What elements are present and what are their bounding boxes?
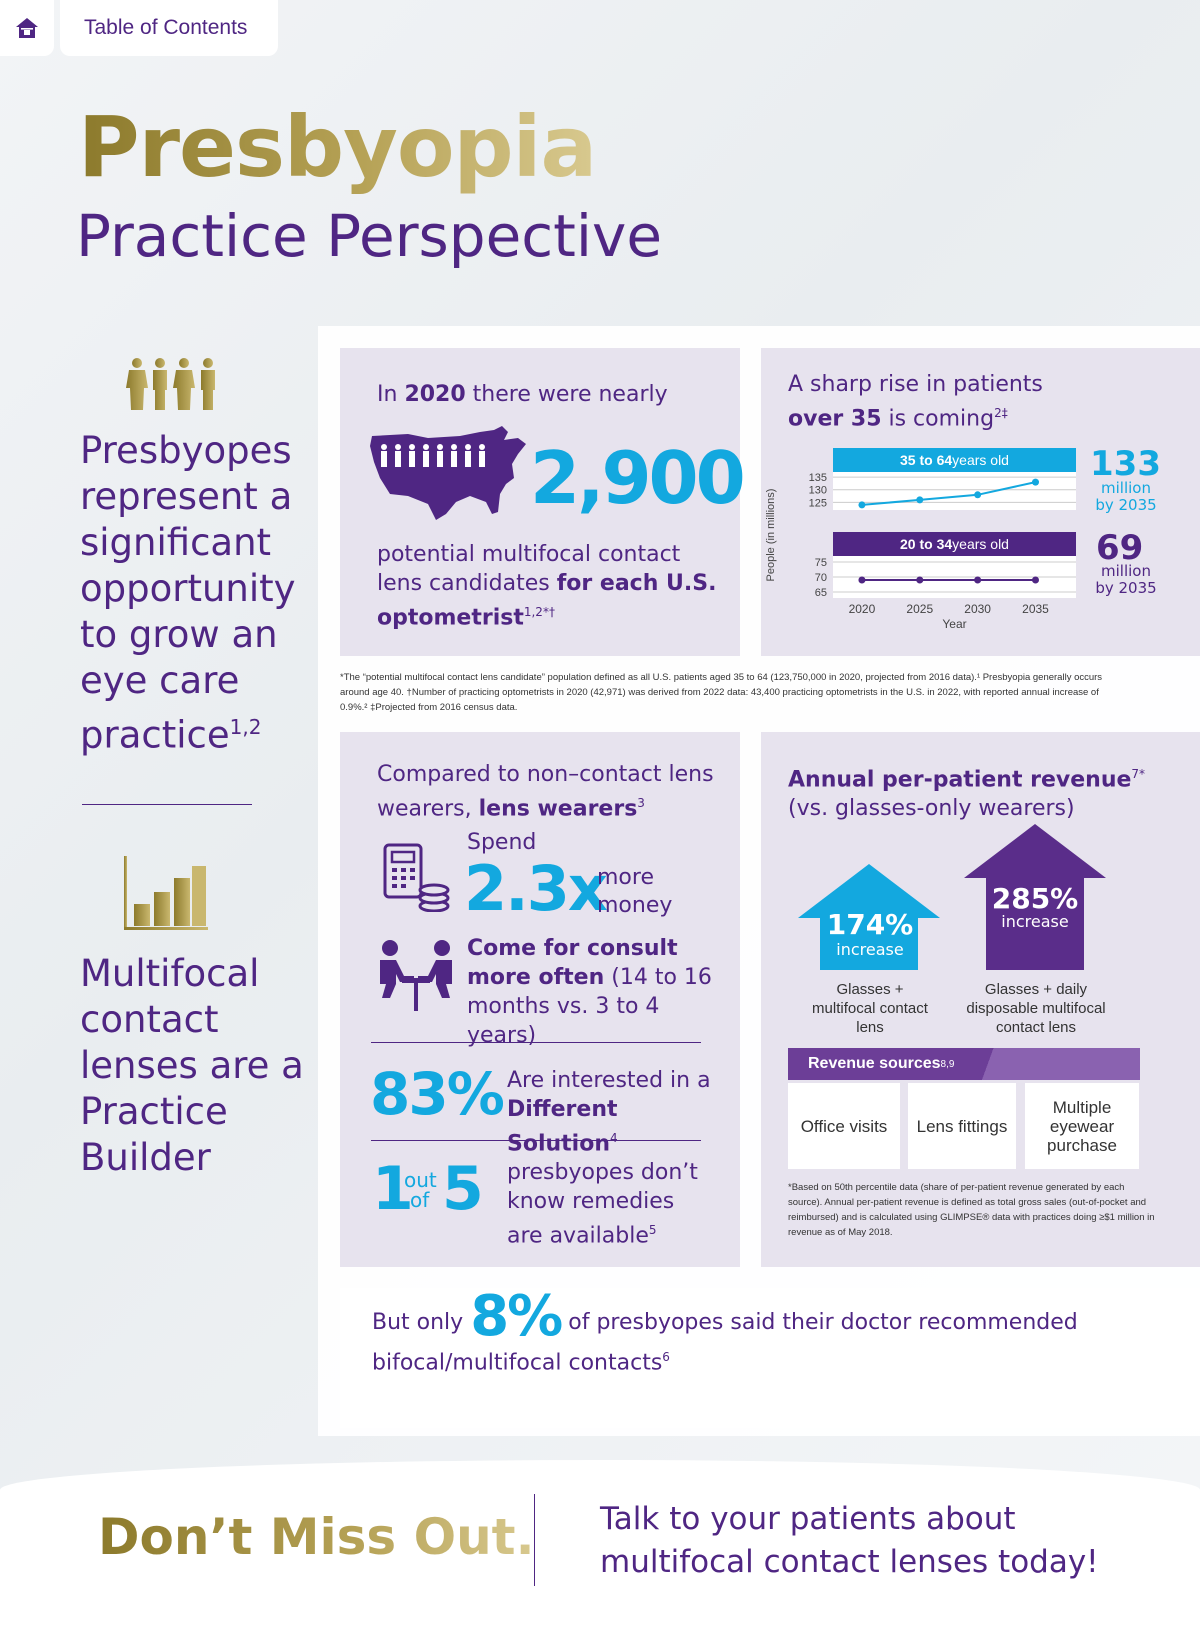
house1-label: Glasses + multifocal contact lens bbox=[812, 981, 928, 1036]
candidates-number: 2,900 bbox=[530, 436, 746, 520]
ratio-out-of: out of bbox=[404, 1168, 437, 1212]
house-174-shape bbox=[798, 864, 940, 970]
spend-caption: more money bbox=[597, 865, 673, 918]
card1-description: potential multifocal contact lens candid… bbox=[377, 542, 717, 631]
ratio-one: 1 bbox=[372, 1154, 414, 1224]
footer-message: Talk to your patients about multifocal c… bbox=[600, 1501, 1099, 1580]
interest-percent: 83% bbox=[370, 1060, 505, 1128]
house1-word: increase bbox=[836, 940, 904, 959]
toc-label: Table of Contents bbox=[84, 16, 248, 39]
card3-divider-2 bbox=[371, 1140, 701, 1141]
ratio-text: presbyopes don’t know remedies are avail… bbox=[507, 1160, 698, 1249]
data-point bbox=[974, 576, 982, 584]
stat1-value: 133 bbox=[1090, 444, 1161, 484]
x-axis-label: Year bbox=[942, 617, 966, 631]
left-divider bbox=[82, 804, 252, 805]
spend-label: Spend bbox=[467, 830, 537, 855]
house2-word: increase bbox=[1001, 912, 1069, 931]
consult-meeting-icon bbox=[380, 940, 452, 1011]
y-tick-label: 65 bbox=[815, 587, 827, 599]
y-tick-label: 70 bbox=[815, 572, 827, 584]
revenue-bar-accent bbox=[976, 1048, 1140, 1080]
stat2-value: 69 bbox=[1096, 528, 1144, 568]
recommendation-text: But only 8% of presbyopes said their doc… bbox=[372, 1284, 1078, 1376]
calculator-coins-icon bbox=[383, 843, 450, 912]
x-tick-label: 2030 bbox=[964, 602, 991, 616]
series-line bbox=[861, 481, 1036, 506]
card-candidates bbox=[340, 348, 740, 656]
footer-background bbox=[0, 1460, 1200, 1631]
revenue-source-fittings: Lens fittings bbox=[908, 1083, 1016, 1169]
ratio-five: 5 bbox=[442, 1154, 484, 1224]
data-point bbox=[1032, 576, 1039, 584]
card3-divider-1 bbox=[371, 1042, 701, 1043]
x-tick-label: 2035 bbox=[1022, 602, 1049, 616]
y-tick-label: 75 bbox=[815, 557, 827, 569]
spend-value: 2.3x bbox=[464, 852, 608, 925]
data-point bbox=[916, 576, 924, 584]
data-point bbox=[974, 491, 982, 499]
y-axis-label: People (in millions) bbox=[765, 489, 777, 582]
bar-chart-icon bbox=[124, 856, 208, 930]
card-revenue bbox=[761, 732, 1200, 1267]
data-point bbox=[916, 496, 924, 504]
footer-divider bbox=[534, 1494, 535, 1586]
table-of-contents-button[interactable]: Table of Contents bbox=[60, 0, 278, 56]
house-285-shape bbox=[964, 824, 1106, 970]
recommendation-percent: 8% bbox=[470, 1284, 563, 1349]
interest-text: Are interested in a Different Solution4 bbox=[507, 1068, 711, 1157]
left-statement-1: Presbyopes represent a significant oppor… bbox=[80, 429, 296, 757]
data-point bbox=[858, 576, 866, 584]
card3-intro: Compared to non–contact lens wearers, le… bbox=[377, 762, 714, 822]
house2-label: Glasses + daily disposable multifocal co… bbox=[966, 981, 1106, 1036]
footer-cta: Don’t Miss Out. bbox=[98, 1508, 535, 1566]
usa-map-icon bbox=[370, 426, 526, 520]
y-tick-label: 135 bbox=[809, 472, 827, 484]
y-tick-label: 130 bbox=[809, 485, 827, 497]
people-icon bbox=[126, 358, 215, 410]
card-lens-wearers bbox=[340, 732, 740, 1267]
chart2-band: 20 to 34 years old bbox=[833, 532, 1076, 556]
stat2-caption: million by 2035 bbox=[1095, 562, 1157, 597]
page-title: Presbyopia bbox=[78, 98, 597, 196]
chart1-band: 35 to 64 years old bbox=[833, 448, 1076, 472]
consult-text: Come for consult more often (14 to 16 mo… bbox=[467, 936, 712, 1048]
revenue-source-eyewear: Multiple eyewear purchase bbox=[1025, 1083, 1139, 1169]
footnote-candidates: *The “potential multifocal contact lens … bbox=[340, 672, 1103, 713]
x-tick-label: 2025 bbox=[906, 602, 933, 616]
card2-headline: A sharp rise in patients over 35 is comi… bbox=[788, 372, 1043, 432]
data-point bbox=[1032, 478, 1039, 486]
footnote-revenue: *Based on 50th percentile data (share of… bbox=[788, 1182, 1155, 1238]
house1-percent: 174% bbox=[826, 908, 914, 941]
home-button[interactable] bbox=[0, 0, 54, 56]
card1-intro: In 2020 there were nearly bbox=[377, 382, 668, 407]
page-subtitle: Practice Perspective bbox=[76, 202, 663, 270]
stat1-caption: million by 2035 bbox=[1095, 479, 1157, 514]
revenue-source-office: Office visits bbox=[788, 1083, 900, 1169]
y-tick-label: 125 bbox=[809, 497, 827, 509]
card4-title: Annual per-patient revenue7* (vs. glasse… bbox=[788, 767, 1146, 822]
data-point bbox=[858, 501, 866, 509]
x-tick-label: 2020 bbox=[849, 602, 876, 616]
recommendation-box bbox=[340, 1288, 1200, 1428]
house2-percent: 285% bbox=[991, 882, 1079, 915]
home-icon bbox=[16, 18, 38, 38]
left-statement-2: Multifocal contact lenses are a Practice… bbox=[80, 952, 304, 1179]
